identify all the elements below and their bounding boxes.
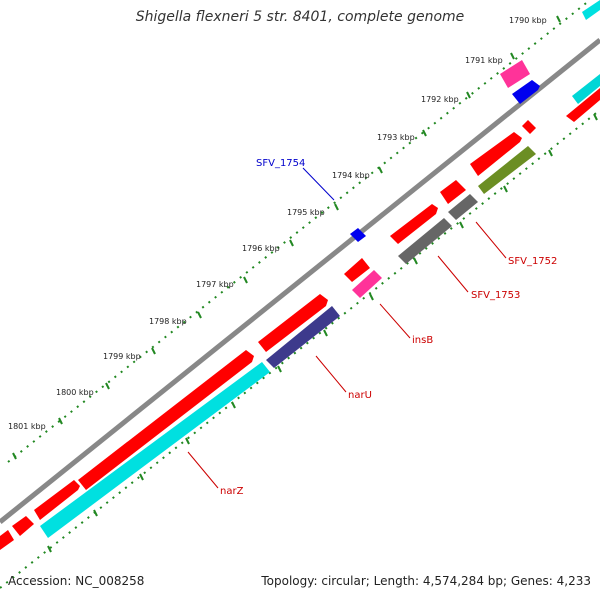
major-tick-inner	[47, 545, 52, 553]
label-line-sfv1752	[475, 221, 507, 259]
feature-cyan-edge-mid	[572, 74, 600, 104]
major-ticks	[12, 15, 598, 553]
feature-red-narz	[78, 350, 254, 490]
feature-red-sfv1753	[390, 204, 438, 244]
major-tick-inner	[93, 509, 98, 517]
major-tick-inner	[323, 329, 328, 337]
label-line-narz	[187, 451, 219, 489]
tick-label-1801: 1801 kbp	[8, 422, 46, 431]
feature-red-1794	[440, 180, 466, 204]
tick-label-1793: 1793 kbp	[377, 133, 415, 142]
tick-label-1790: 1790 kbp	[509, 16, 547, 25]
genome-summary: Topology: circular; Length: 4,574,284 bp…	[261, 574, 591, 588]
major-tick-inner	[548, 149, 553, 157]
tick-label-1794: 1794 kbp	[332, 171, 370, 180]
feature-blue-sfv1754	[350, 228, 366, 242]
tick-label-1796: 1796 kbp	[242, 244, 280, 253]
label-line-sfv1753	[437, 255, 469, 293]
outer-ruler	[7, 0, 591, 463]
feature-red-bl-3	[0, 530, 14, 550]
feature-gray-sfv1753	[398, 218, 452, 264]
feature-olive-sfv1752	[478, 146, 536, 194]
feature-blue-1791	[512, 80, 540, 104]
label-line-naru	[315, 355, 347, 393]
major-tick-outer	[422, 129, 427, 137]
inner-ruler	[0, 109, 600, 589]
genome-backbone	[0, 38, 600, 524]
major-tick-inner	[139, 473, 144, 481]
major-tick-outer	[378, 166, 383, 174]
feature-red-insb	[344, 258, 370, 282]
major-tick-inner	[185, 437, 190, 445]
gene-label-sfv1753: SFV_1753	[471, 290, 520, 301]
label-line-sfv1754	[302, 167, 335, 201]
tick-label-1798: 1798 kbp	[149, 317, 187, 326]
feature-purple-naru	[266, 306, 340, 368]
major-tick-outer	[556, 15, 561, 23]
major-tick-inner	[593, 113, 598, 121]
major-tick-outer	[289, 239, 294, 247]
major-tick-outer	[334, 203, 339, 211]
major-tick-inner	[413, 257, 418, 265]
feature-red-edge-top	[566, 88, 600, 122]
tick-label-1795: 1795 kbp	[287, 208, 325, 217]
feature-red-small-1793	[522, 120, 536, 134]
major-tick-inner	[459, 221, 464, 229]
major-tick-outer	[510, 52, 515, 60]
gene-label-naru: narU	[348, 390, 372, 401]
gene-label-insb: insB	[412, 335, 433, 346]
feature-red-bl-1	[34, 480, 80, 520]
feature-gray-1794	[448, 194, 478, 220]
major-tick-outer	[197, 311, 202, 319]
tick-label-1791: 1791 kbp	[465, 56, 503, 65]
major-tick-inner	[503, 185, 508, 193]
gene-label-sfv1754: SFV_1754	[256, 158, 305, 169]
major-tick-outer	[105, 382, 110, 390]
accession-label: Accession: NC_008258	[8, 574, 145, 588]
tick-label-1797: 1797 kbp	[196, 280, 234, 289]
major-tick-inner	[277, 365, 282, 373]
major-tick-outer	[58, 417, 63, 425]
feature-red-sfv1752	[470, 132, 522, 176]
major-tick-outer	[243, 276, 248, 284]
major-tick-inner	[231, 401, 236, 409]
tick-label-1792: 1792 kbp	[421, 95, 459, 104]
major-tick-outer	[466, 91, 471, 99]
major-tick-inner	[369, 293, 374, 301]
major-tick-outer	[151, 347, 156, 355]
map-title: Shigella flexneri 5 str. 8401, complete …	[135, 9, 465, 25]
tick-label-1800: 1800 kbp	[56, 388, 94, 397]
gene-label-narz: narZ	[220, 486, 244, 497]
major-tick-outer	[12, 452, 17, 460]
gene-label-sfv1752: SFV_1752	[508, 256, 557, 267]
feature-pink-1791	[500, 60, 530, 88]
feature-pink-insb	[352, 270, 382, 298]
feature-red-naru	[258, 294, 328, 352]
tick-label-1799: 1799 kbp	[103, 352, 141, 361]
label-line-insb	[379, 303, 411, 339]
feature-cyan-narz	[40, 362, 270, 538]
feature-red-bl-2	[12, 516, 34, 536]
feature-cyan-edge-top	[582, 0, 600, 20]
